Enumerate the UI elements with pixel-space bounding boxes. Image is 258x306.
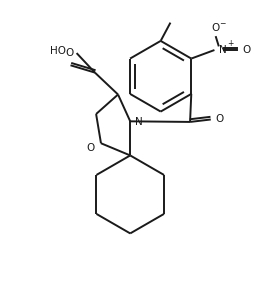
Text: O: O — [65, 48, 74, 58]
Text: O: O — [242, 45, 250, 55]
Text: +: + — [227, 39, 233, 48]
Text: O: O — [86, 143, 94, 153]
Text: −: − — [219, 20, 226, 28]
Text: HO: HO — [50, 46, 66, 56]
Text: N: N — [219, 45, 227, 55]
Text: O: O — [212, 23, 220, 33]
Text: N: N — [135, 117, 142, 127]
Text: O: O — [215, 114, 223, 124]
